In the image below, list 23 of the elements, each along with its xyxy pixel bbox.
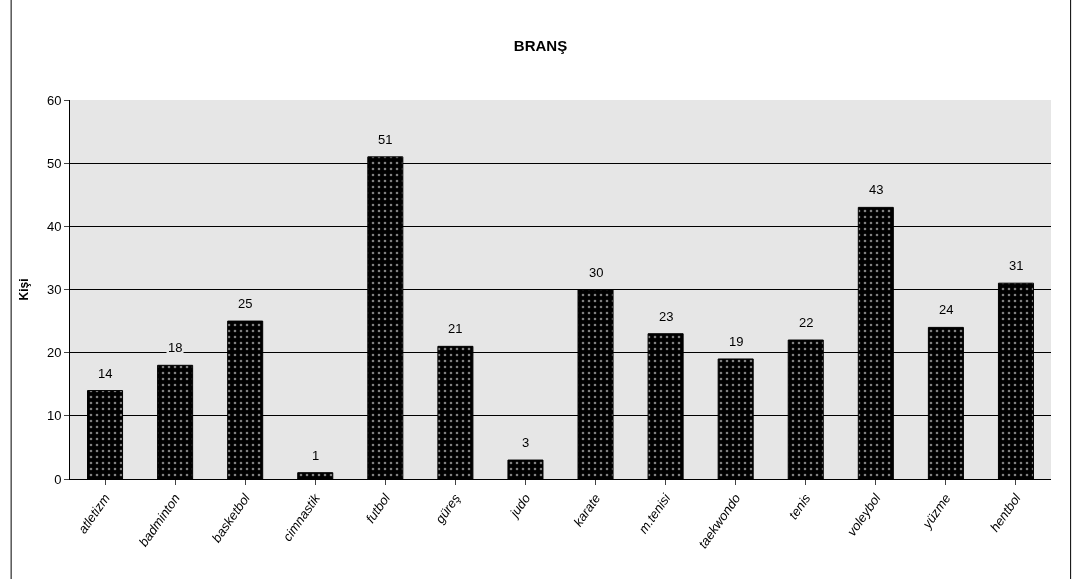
data-label: 51: [378, 132, 393, 147]
chart-title: BRANŞ: [513, 37, 568, 55]
data-label: 21: [448, 321, 463, 336]
y-tick-label: 30: [46, 282, 62, 298]
data-label: 18: [168, 340, 183, 355]
data-label: 31: [1009, 258, 1024, 273]
data-label: 19: [729, 334, 744, 349]
data-label: 24: [939, 302, 954, 317]
data-label: 22: [799, 315, 814, 330]
y-tick-label: 20: [46, 345, 62, 361]
y-tick-label: 50: [46, 155, 62, 171]
data-label: 43: [869, 182, 884, 197]
data-label: 3: [522, 435, 530, 450]
y-tick-label: 40: [46, 218, 62, 234]
data-label: 23: [659, 309, 674, 324]
y-tick-label: 10: [46, 408, 62, 424]
data-label: 30: [589, 265, 604, 280]
data-label: 14: [98, 366, 113, 381]
data-label: 25: [238, 296, 253, 311]
y-axis-title: Kişi: [17, 278, 32, 301]
y-tick-label: 60: [46, 92, 62, 108]
data-label: 1: [312, 448, 320, 463]
y-tick-label: 0: [54, 471, 62, 487]
